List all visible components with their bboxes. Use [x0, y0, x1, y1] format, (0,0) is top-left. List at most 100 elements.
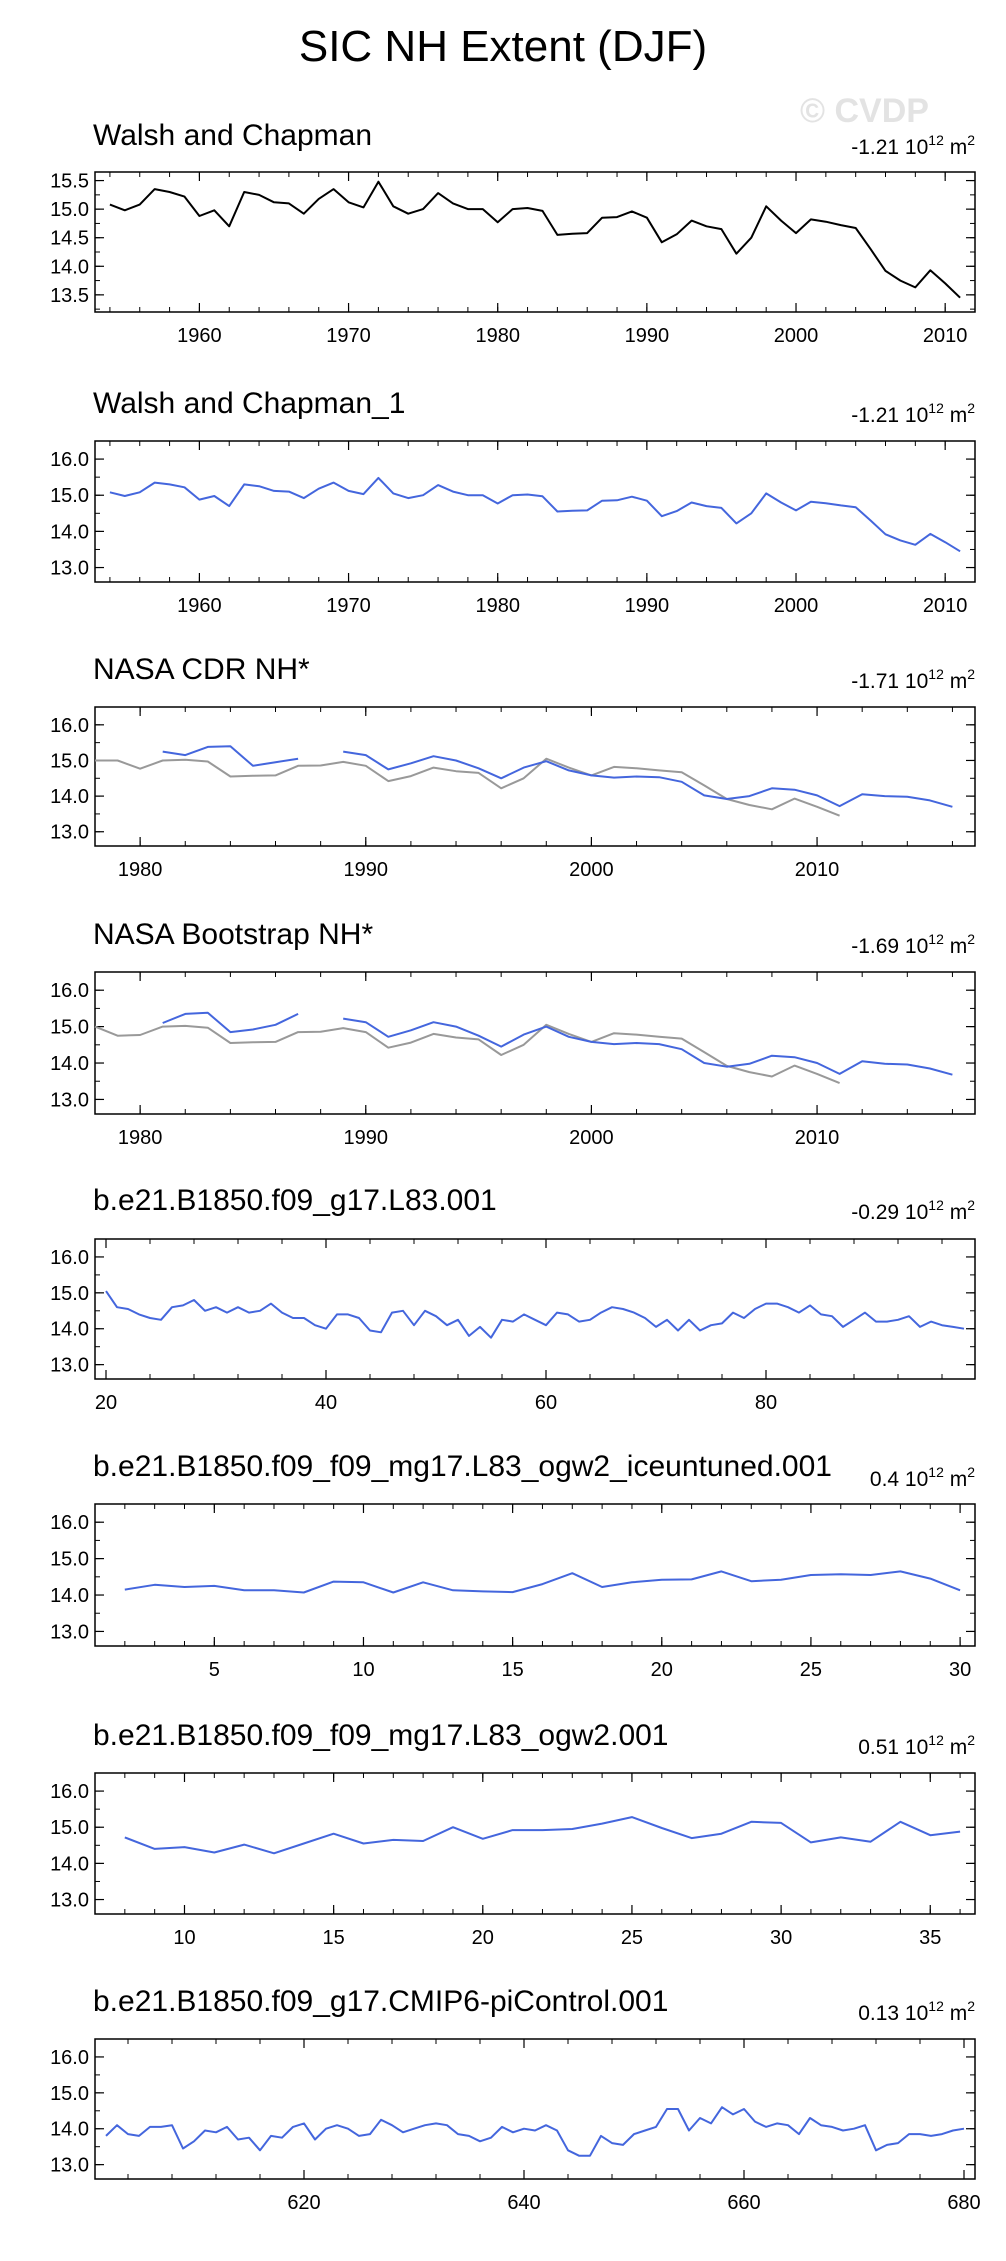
x-tick-label: 20	[651, 1659, 673, 1681]
series-line-1	[109, 180, 961, 299]
chart-title: b.e21.B1850.f09_f09_mg17.L83_ogw2.001	[93, 1719, 669, 1752]
y-tick-label: 14.0	[50, 1585, 89, 1607]
x-tick-label: 25	[800, 1659, 822, 1681]
chart-title: NASA Bootstrap NH*	[93, 918, 373, 951]
chart-title: b.e21.B1850.f09_g17.CMIP6-piControl.001	[93, 1985, 668, 2018]
series-line-1	[94, 1023, 840, 1085]
y-tick-label: 16.0	[50, 1512, 89, 1534]
trend-value: 0.13 10	[858, 2002, 928, 2025]
y-tick-label: 14.5	[50, 228, 89, 250]
plot-frame	[94, 440, 976, 583]
x-tick-label: 620	[287, 2192, 320, 2214]
plot-frame	[94, 2038, 976, 2180]
y-tick-label: 13.0	[50, 1890, 89, 1912]
x-tick-label: 10	[352, 1659, 374, 1681]
trend-exponent: 12	[928, 132, 944, 148]
x-tick-label: 1960	[177, 595, 222, 617]
y-tick-label: 15.0	[50, 1817, 89, 1839]
y-tick-label: 14.0	[50, 786, 89, 808]
y-tick-label: 15.5	[50, 171, 89, 193]
x-tick-label: 1980	[475, 595, 520, 617]
series-line-1	[105, 2106, 965, 2157]
plot-frame	[94, 171, 976, 313]
x-tick-label: 30	[770, 1927, 792, 1949]
x-tick-label: 1990	[344, 859, 389, 881]
trend-unit: m	[944, 2002, 967, 2025]
y-tick-label: 15.0	[50, 2083, 89, 2105]
chart-panel-7: b.e21.B1850.f09_f09_mg17.L83_ogw2.001 0.5…	[50, 1719, 976, 1949]
trend-unit-exponent: 2	[967, 1464, 975, 1480]
x-tick-label: 1990	[625, 325, 670, 347]
trend-unit-exponent: 2	[967, 400, 975, 416]
y-tick-label: 15.0	[50, 199, 89, 221]
x-tick-label: 5	[209, 1659, 220, 1681]
trend-exponent: 12	[928, 1732, 944, 1748]
trend-label: -1.21 1012 m2	[851, 132, 975, 159]
x-tick-label: 60	[535, 1392, 557, 1414]
series-line-3	[343, 1017, 953, 1076]
trend-label: 0.13 1012 m2	[858, 1998, 975, 2025]
trend-unit-exponent: 2	[967, 1197, 975, 1213]
chart-panel-6: b.e21.B1850.f09_f09_mg17.L83_ogw2_iceunt…	[50, 1450, 976, 1681]
series-line-1	[109, 476, 961, 553]
x-tick-label: 2000	[774, 325, 819, 347]
trend-label: -0.29 1012 m2	[851, 1197, 975, 1224]
chart-panel-4: NASA Bootstrap NH* -1.69 1012 m2 16.0 15.0 1…	[50, 918, 976, 1149]
y-tick-label: 16.0	[50, 715, 89, 737]
trend-value: -1.21 10	[851, 136, 928, 159]
watermark: © CVDP	[800, 92, 929, 130]
x-tick-label: 1960	[177, 325, 222, 347]
trend-label: -1.71 1012 m2	[851, 666, 975, 693]
series-line-1	[105, 1290, 965, 1339]
x-tick-label: 25	[621, 1927, 643, 1949]
trend-value: -1.21 10	[851, 404, 928, 427]
y-tick-label: 16.0	[50, 449, 89, 471]
x-tick-label: 1970	[326, 595, 371, 617]
chart-title: Walsh and Chapman_1	[93, 387, 405, 420]
series-line-1	[124, 1570, 961, 1594]
plot-frame	[94, 1503, 976, 1647]
chart-title: NASA CDR NH*	[93, 653, 310, 686]
y-tick-label: 14.0	[50, 1853, 89, 1875]
x-tick-label: 680	[947, 2192, 980, 2214]
x-tick-label: 2010	[923, 595, 968, 617]
y-tick-label: 16.0	[50, 980, 89, 1002]
chart-title: b.e21.B1850.f09_f09_mg17.L83_ogw2_iceunt…	[93, 1450, 832, 1483]
y-tick-label: 16.0	[50, 2047, 89, 2069]
series-line-2	[162, 745, 299, 767]
trend-unit: m	[944, 670, 967, 693]
trend-exponent: 12	[928, 666, 944, 682]
x-tick-label: 20	[95, 1392, 117, 1414]
series-line-2	[162, 1011, 299, 1034]
y-tick-label: 14.0	[50, 1053, 89, 1075]
y-tick-label: 13.0	[50, 822, 89, 844]
y-tick-label: 15.0	[50, 1017, 89, 1039]
trend-value: -1.71 10	[851, 670, 928, 693]
x-tick-label: 1970	[326, 325, 371, 347]
y-tick-label: 13.0	[50, 558, 89, 580]
x-tick-label: 15	[502, 1659, 524, 1681]
x-tick-label: 20	[472, 1927, 494, 1949]
trend-label: 0.4 1012 m2	[870, 1464, 975, 1491]
y-tick-label: 16.0	[50, 1247, 89, 1269]
y-tick-label: 15.0	[50, 1549, 89, 1571]
trend-unit: m	[944, 1201, 967, 1224]
x-tick-label: 80	[755, 1392, 777, 1414]
x-tick-label: 640	[507, 2192, 540, 2214]
x-tick-label: 30	[949, 1659, 971, 1681]
x-tick-label: 1980	[118, 859, 163, 881]
x-tick-label: 40	[315, 1392, 337, 1414]
plot-frame	[94, 1238, 976, 1380]
chart-panel-2: Walsh and Chapman_1 -1.21 1012 m2 16.0 15.0…	[50, 387, 976, 617]
y-tick-label: 14.0	[50, 256, 89, 278]
y-tick-label: 16.0	[50, 1781, 89, 1803]
plot-frame	[94, 1772, 976, 1915]
y-tick-label: 13.5	[50, 285, 89, 307]
trend-unit: m	[944, 935, 967, 958]
x-tick-label: 15	[323, 1927, 345, 1949]
trend-exponent: 12	[928, 1998, 944, 2014]
x-tick-label: 2010	[795, 859, 840, 881]
x-tick-label: 660	[727, 2192, 760, 2214]
chart-panel-3: NASA CDR NH* -1.71 1012 m2 16.0 15.0 14.0 13.…	[50, 653, 976, 881]
chart-panel-1: Walsh and Chapman -1.21 1012 m2 15.5 15.0 14…	[50, 119, 976, 347]
